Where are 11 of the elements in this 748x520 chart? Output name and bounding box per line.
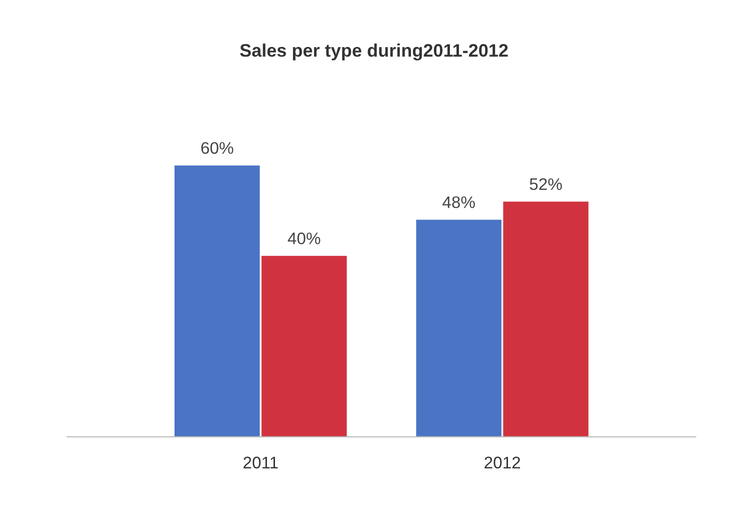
x-tick-label: 2012 [484,456,520,468]
bar [416,220,502,437]
data-label: 40% [288,232,320,244]
x-tick-label: 2011 [244,456,278,468]
bar [174,165,260,437]
bar [503,202,588,437]
chart-title: Sales per type during2011-2012 [240,44,508,60]
data-label: 48% [442,196,475,208]
bar [262,256,347,437]
data-label: 52% [530,178,562,190]
data-label: 60% [201,142,234,154]
